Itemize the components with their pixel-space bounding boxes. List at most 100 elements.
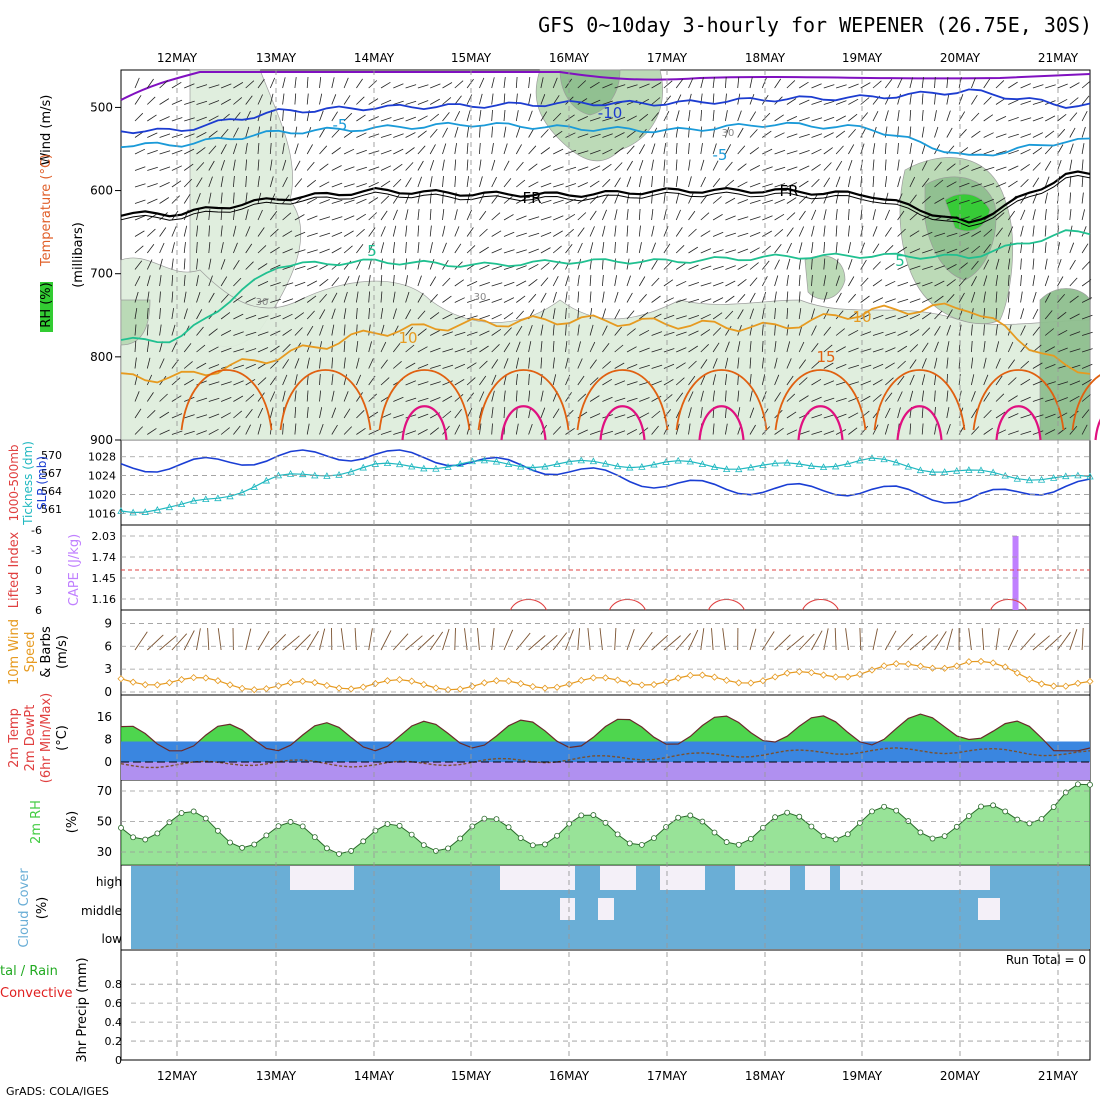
- wind-barb: [269, 391, 276, 402]
- wind-barb: [528, 232, 540, 237]
- wind-barb: [257, 94, 263, 105]
- wind-barb: [688, 315, 700, 320]
- wind-barb: [909, 176, 916, 188]
- wind-barb: [602, 291, 605, 303]
- wind-barb: [614, 291, 619, 303]
- wind-barb: [220, 312, 231, 320]
- wind-barb: [995, 80, 1005, 89]
- wind-barb: [196, 147, 206, 155]
- wind-barb: [798, 226, 805, 237]
- wind-barb: [909, 159, 914, 171]
- wind-barb: [762, 230, 773, 237]
- wind-barb: [774, 324, 776, 336]
- wind-barb: [343, 340, 346, 353]
- wind-speed-marker: [686, 671, 694, 679]
- wind-barb: [491, 328, 502, 336]
- wind-barb: [282, 143, 285, 155]
- wind-barb: [528, 263, 539, 270]
- wind-barb: [184, 414, 195, 419]
- wind-barb: [835, 364, 847, 369]
- wind-barb: [663, 175, 666, 188]
- wind-barb: [134, 408, 142, 419]
- wind-barb: [1044, 292, 1051, 303]
- wind-barb: [196, 116, 207, 122]
- wind-barb: [331, 199, 343, 204]
- wind-barb: [995, 227, 1003, 237]
- wind-barb: [294, 297, 305, 303]
- wind-barb: [885, 298, 896, 303]
- wind-barb: [147, 150, 158, 155]
- wind-barb: [405, 414, 417, 419]
- wind10m-barb: [577, 628, 581, 651]
- wind-barb: [208, 145, 217, 155]
- wind-barb: [995, 275, 999, 287]
- wind-barb: [306, 390, 309, 402]
- wind-barb: [245, 393, 255, 402]
- wind-barb: [1057, 276, 1064, 287]
- wind-barb: [1044, 258, 1048, 270]
- wind-barb: [1069, 259, 1076, 270]
- wind-barb: [946, 248, 958, 254]
- li-arc-4: [990, 599, 1028, 611]
- wind-speed-marker: [274, 682, 283, 690]
- wind-barb: [306, 357, 310, 369]
- rh-marker: [336, 850, 342, 857]
- wind-barb: [602, 178, 611, 188]
- thickness-marker: [371, 460, 380, 467]
- li-ytick: 3: [35, 584, 42, 597]
- wind-barb: [540, 407, 546, 419]
- wind-barb: [257, 126, 260, 138]
- wind-barb: [749, 147, 760, 155]
- wind-barb: [1045, 429, 1056, 435]
- wind-barb: [515, 423, 519, 435]
- wind-barb: [737, 181, 748, 188]
- wind-barb: [922, 231, 933, 237]
- wind-barb: [934, 374, 937, 386]
- wind-speed-marker: [807, 669, 815, 677]
- wind-barb: [675, 78, 684, 89]
- wind-barb: [921, 126, 925, 138]
- wind-barb: [835, 381, 847, 386]
- wind-barb: [774, 341, 777, 353]
- wind-barb: [479, 264, 490, 270]
- wind-barb: [909, 77, 913, 89]
- wind-barb: [356, 374, 362, 386]
- wind-barb: [282, 77, 286, 89]
- wind-barb: [835, 176, 841, 188]
- wind-barb: [331, 111, 338, 122]
- wind10m-barb: [515, 632, 531, 651]
- wind-barb: [602, 100, 613, 105]
- wind-barb: [233, 82, 244, 89]
- wind-barb: [540, 182, 552, 188]
- wind-barb: [528, 110, 533, 122]
- wind-barb: [183, 178, 193, 188]
- wind-barb: [307, 215, 318, 221]
- wind-barb: [663, 424, 670, 435]
- wind-barb: [971, 166, 982, 171]
- wind-barb: [675, 263, 686, 270]
- wind-barb: [466, 78, 474, 89]
- wind-barb: [1057, 128, 1066, 138]
- wind-barb: [159, 291, 161, 303]
- wind-barb: [1057, 347, 1068, 353]
- wind-barb: [233, 97, 243, 105]
- wind-barb: [946, 279, 956, 287]
- wind-barb: [1045, 413, 1056, 419]
- wind-barb: [331, 216, 343, 221]
- wind-barb: [245, 209, 249, 221]
- wind-speed-marker: [359, 683, 367, 691]
- wind-speed-marker: [662, 678, 670, 686]
- wind-barb: [663, 111, 670, 122]
- wind-speed-marker: [299, 677, 307, 685]
- wind-barb: [466, 176, 469, 188]
- wind-barb: [749, 292, 756, 303]
- wind-barb: [466, 227, 474, 237]
- wind-barb: [1069, 331, 1081, 336]
- wind-barb: [1081, 226, 1087, 237]
- wind-barb: [946, 309, 953, 320]
- temp-contour-fr-2: [120, 174, 1091, 228]
- wind-barb: [639, 311, 649, 320]
- rh-marker: [542, 841, 548, 848]
- wind-barb: [1020, 133, 1032, 138]
- wind10m-barb: [761, 631, 775, 651]
